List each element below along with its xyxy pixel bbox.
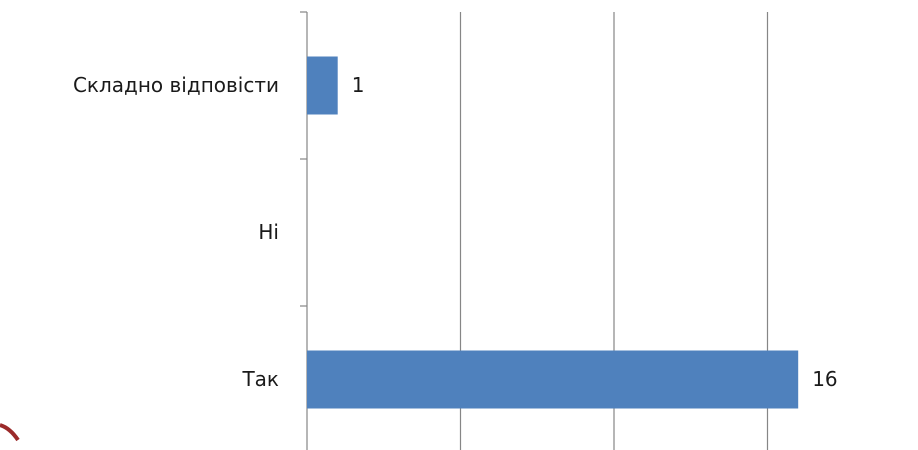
data-label: 16 bbox=[812, 367, 837, 391]
decoration bbox=[0, 423, 20, 442]
data-label: 1 bbox=[352, 73, 365, 97]
bar bbox=[307, 56, 338, 115]
bar bbox=[307, 350, 799, 409]
y-tick-label: Складно відповісти bbox=[73, 73, 279, 97]
y-tick-label: Так bbox=[241, 367, 279, 391]
y-tick-label: Ні bbox=[258, 220, 279, 244]
